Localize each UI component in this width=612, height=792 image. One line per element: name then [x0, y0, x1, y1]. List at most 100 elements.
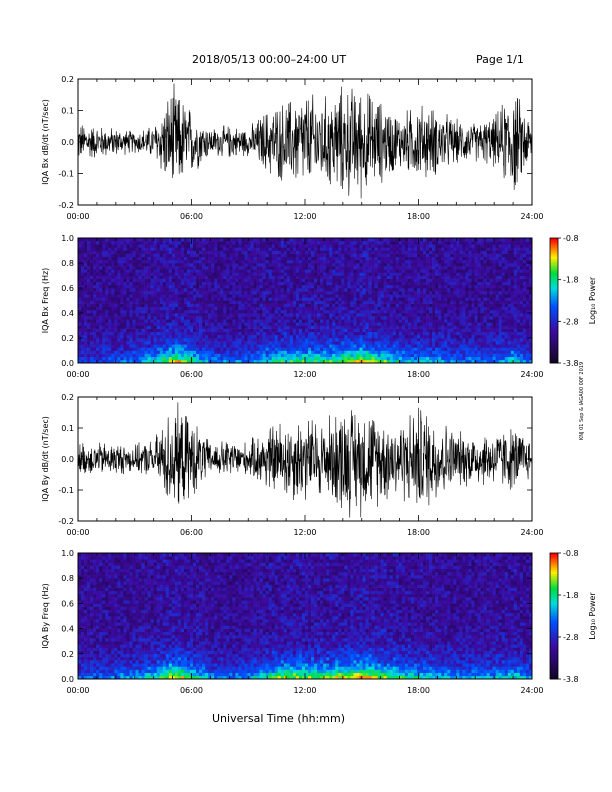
spectrogram-cell [223, 341, 227, 345]
spectrogram-cell [177, 266, 182, 270]
spectrogram-cell [114, 253, 118, 258]
spectrogram-cell [90, 278, 94, 283]
spectrogram-cell [186, 319, 191, 323]
spectrogram-cell [174, 359, 179, 364]
spectrogram-cell [326, 353, 330, 358]
spectrogram-cell [177, 322, 182, 326]
spectrogram-cell [223, 241, 227, 245]
spectrogram-cell [329, 350, 333, 354]
spectrogram-cell [326, 309, 330, 314]
spectrogram-cell [214, 275, 218, 279]
spectrogram-cell [117, 341, 121, 345]
spectrogram-cell [395, 250, 400, 254]
spectrogram-cell [247, 344, 251, 348]
spectrogram-cell [277, 331, 282, 336]
spectrogram-cell [141, 341, 145, 345]
spectrogram-cell [202, 353, 206, 358]
spectrogram-cell [196, 313, 200, 317]
spectrogram-cell [435, 275, 439, 279]
spectrogram-cell [395, 266, 400, 270]
spectrogram-cell [126, 319, 130, 323]
spectrogram-cell [347, 294, 351, 298]
spectrogram-cell [256, 281, 260, 286]
spectrogram-cell [386, 322, 391, 326]
spectrogram-cell [129, 263, 133, 267]
spectrogram-cell [159, 313, 164, 317]
spectrogram-cell [199, 297, 203, 301]
spectrogram-cell [159, 328, 164, 333]
spectrogram-cell [401, 247, 406, 251]
spectrogram-cell [205, 322, 209, 326]
spectrogram-cell [96, 253, 100, 258]
spectrogram-cell [238, 288, 242, 292]
spectrogram-cell [141, 309, 145, 314]
spectrogram-cell [253, 325, 257, 329]
spectrogram-cell [220, 247, 224, 251]
spectrogram-cell [138, 328, 142, 333]
spectrogram-cell [223, 288, 227, 292]
spectrogram-cell [177, 356, 182, 361]
spectrogram-cell [271, 353, 276, 358]
spectrogram-cell [383, 316, 388, 320]
spectrogram-cell [99, 253, 103, 258]
spectrogram-cell [126, 269, 130, 273]
spectrogram-cell [253, 247, 257, 251]
spectrogram-cell [144, 291, 148, 295]
spectrogram-cell [123, 275, 127, 279]
spectrogram-cell [423, 275, 427, 279]
spectrogram-cell [404, 259, 409, 264]
spectrogram-cell [87, 266, 91, 270]
spectrogram-cell [429, 250, 433, 254]
spectrogram-cell [111, 275, 115, 279]
spectrogram-cell [114, 309, 118, 314]
spectrogram-cell [171, 259, 176, 264]
spectrogram-cell [389, 316, 394, 320]
spectrogram-cell [432, 334, 436, 339]
spectrogram-cell [189, 294, 194, 298]
spectrogram-cell [383, 281, 388, 286]
spectrogram-cell [150, 359, 154, 364]
spectrogram-cell [235, 328, 239, 333]
spectrogram-cell [305, 356, 309, 361]
spectrogram-cell [317, 247, 321, 251]
spectrogram-cell [441, 341, 445, 345]
spectrogram-cell [377, 356, 381, 361]
spectrogram-cell [365, 319, 369, 323]
spectrogram-cell [429, 319, 433, 323]
spectrogram-cell [323, 269, 327, 273]
spectrogram-cell [129, 350, 133, 354]
spectrogram-cell [438, 325, 442, 329]
spectrogram-cell [123, 259, 127, 264]
spectrogram-cell [96, 288, 100, 292]
spectrogram-cell [205, 266, 209, 270]
spectrogram-cell [326, 316, 330, 320]
spectrogram-cell [93, 306, 97, 311]
spectrogram-cell [220, 319, 224, 323]
spectrogram-cell [298, 350, 303, 354]
spectrogram-cell [159, 341, 164, 345]
spectrogram-cell [247, 238, 251, 242]
spectrogram-cell [298, 319, 303, 323]
spectrogram-cell [320, 269, 324, 273]
spectrogram-cell [199, 259, 203, 264]
spectrogram-cell [359, 328, 363, 333]
spectrogram-cell [217, 316, 221, 320]
spectrogram-cell [117, 313, 121, 317]
spectrogram-cell [84, 350, 88, 354]
spectrogram-cell [129, 325, 133, 329]
spectrogram-cell [196, 303, 200, 308]
spectrogram-cell [259, 284, 263, 289]
spectrogram-cell [238, 244, 242, 248]
spectrogram-cell [374, 278, 378, 283]
spectrogram-cell [389, 275, 394, 279]
spectrogram-cell [186, 284, 191, 289]
spectrogram-cell [135, 278, 139, 283]
spectrogram-cell [413, 256, 418, 261]
spectrogram-cell [199, 241, 203, 245]
spectrogram-cell [250, 294, 254, 298]
spectrogram-cell [87, 259, 91, 264]
spectrogram-cell [332, 347, 336, 351]
spectrogram-cell [147, 328, 151, 333]
spectrogram-cell [220, 259, 224, 264]
spectrogram-cell [268, 266, 273, 270]
